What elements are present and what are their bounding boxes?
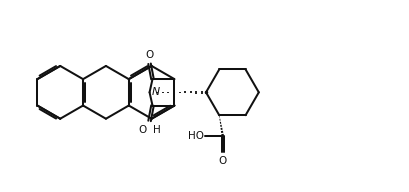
- Text: O: O: [218, 156, 227, 166]
- Text: O: O: [145, 50, 153, 60]
- Text: H: H: [153, 125, 161, 135]
- Text: O: O: [138, 125, 146, 135]
- Text: N: N: [151, 87, 160, 97]
- Text: HO: HO: [187, 132, 203, 142]
